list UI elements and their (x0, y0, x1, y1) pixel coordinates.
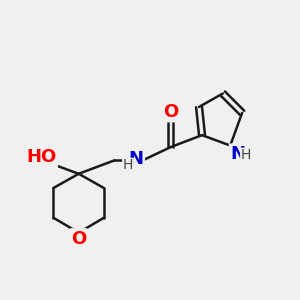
Text: H: H (123, 158, 133, 172)
Text: O: O (163, 103, 178, 121)
Text: O: O (71, 230, 86, 247)
Text: N: N (230, 145, 245, 163)
Text: H: H (241, 148, 251, 162)
Text: HO: HO (26, 148, 57, 166)
Text: N: N (128, 150, 143, 168)
